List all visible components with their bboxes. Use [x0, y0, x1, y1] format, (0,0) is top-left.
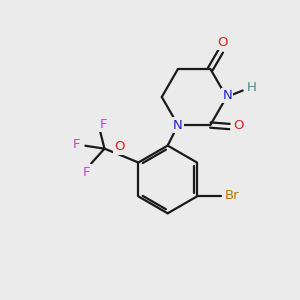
Text: O: O [217, 36, 227, 49]
Text: O: O [114, 140, 124, 153]
Text: F: F [73, 138, 80, 151]
Text: F: F [83, 166, 91, 179]
Text: F: F [100, 118, 107, 131]
Text: H: H [247, 81, 256, 94]
Text: N: N [222, 89, 232, 102]
Text: N: N [173, 118, 183, 131]
Text: O: O [233, 118, 244, 131]
Text: Br: Br [224, 189, 239, 202]
